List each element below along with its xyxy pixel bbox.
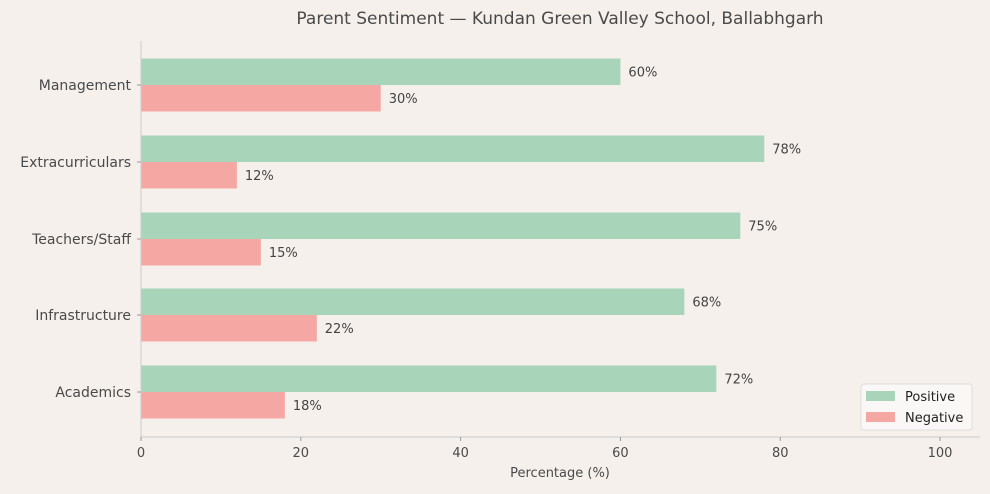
bar-positive <box>141 288 685 315</box>
data-label: 60% <box>628 65 657 80</box>
data-label: 22% <box>325 322 354 337</box>
x-axis-label: Percentage (%) <box>510 466 610 481</box>
legend-swatch-positive <box>866 391 895 401</box>
y-tick-label: Management <box>39 78 132 94</box>
x-tick-label: 40 <box>452 446 469 461</box>
bar-negative <box>141 239 261 266</box>
y-tick-label: Teachers/Staff <box>31 232 131 248</box>
y-tick-label: Academics <box>55 385 131 401</box>
data-label: 15% <box>269 246 298 261</box>
x-tick-label: 0 <box>137 446 145 461</box>
chart-title: Parent Sentiment — Kundan Green Valley S… <box>296 9 823 29</box>
data-label: 18% <box>293 399 322 414</box>
legend: Positive Negative <box>860 383 973 431</box>
bar-negative <box>141 392 285 419</box>
bar-positive <box>141 58 621 85</box>
bar-negative <box>141 85 381 112</box>
y-tick-label: Infrastructure <box>35 308 131 324</box>
bar-negative <box>141 315 317 342</box>
x-tick-label: 100 <box>928 446 953 461</box>
x-tick-label: 20 <box>293 446 310 461</box>
bar-positive <box>141 365 717 392</box>
bar-positive <box>141 212 741 239</box>
x-tick-label: 60 <box>612 446 629 461</box>
data-label: 12% <box>245 169 274 184</box>
data-label: 72% <box>724 372 753 387</box>
x-tick-label: 80 <box>772 446 789 461</box>
legend-swatch-negative <box>866 412 895 422</box>
bar-positive <box>141 135 765 162</box>
y-tick-label: Extracurriculars <box>20 155 131 171</box>
data-label: 78% <box>772 142 801 157</box>
data-label: 75% <box>748 219 777 234</box>
legend-label-positive: Positive <box>905 390 955 405</box>
bar-negative <box>141 162 237 189</box>
data-label: 68% <box>692 295 721 310</box>
legend-label-negative: Negative <box>905 411 963 426</box>
data-label: 30% <box>389 92 418 107</box>
